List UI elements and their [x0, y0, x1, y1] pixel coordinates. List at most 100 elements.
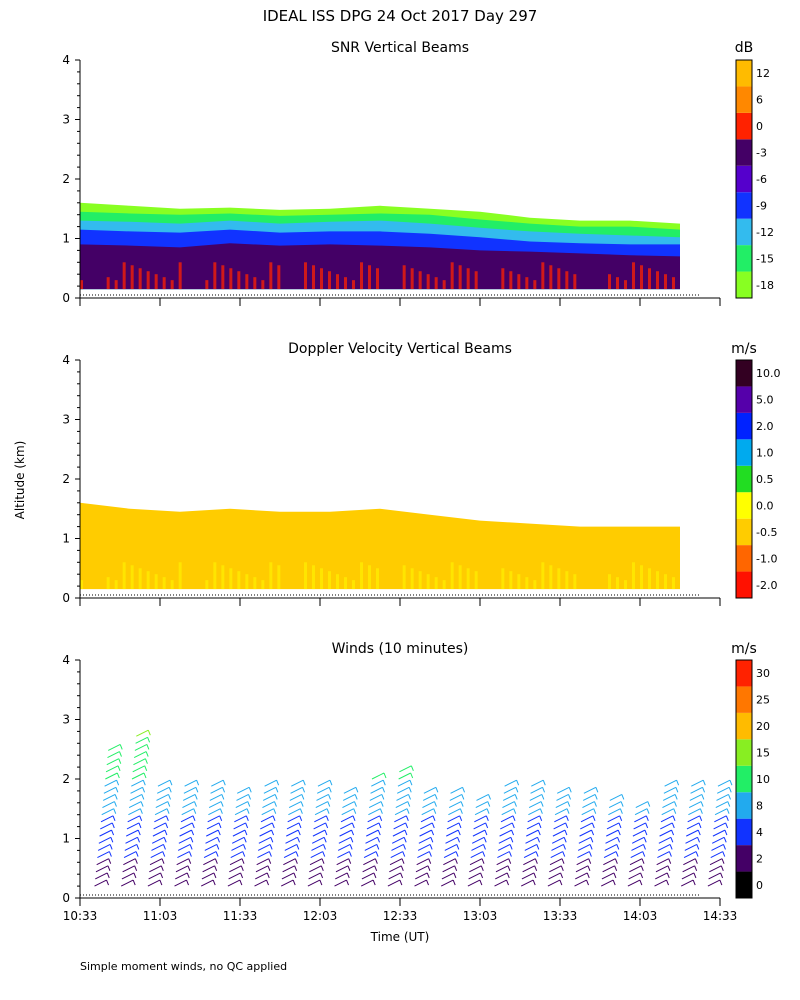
wind-barb: [338, 836, 352, 844]
wind-barb-flag: [512, 815, 516, 822]
x-tick-label: 11:33: [223, 909, 258, 923]
colorbar-label: 0.5: [756, 473, 774, 486]
wind-barb-flag: [147, 737, 151, 743]
wind-barb: [371, 772, 385, 780]
panel-title: SNR Vertical Beams: [331, 40, 469, 56]
wind-barb-flag: [377, 837, 380, 843]
wind-barb-flag: [240, 872, 244, 879]
wind-barb: [548, 872, 561, 880]
wind-barb: [529, 793, 543, 801]
wind-barb: [471, 836, 485, 844]
wind-barb: [227, 879, 241, 887]
field-streak: [138, 568, 142, 590]
wind-barb: [130, 786, 143, 794]
wind-barb: [368, 801, 382, 809]
wind-barb-flag: [381, 794, 385, 800]
wind-barb-flag: [645, 822, 649, 829]
wind-barb: [153, 822, 166, 830]
wind-barb: [603, 858, 616, 866]
wind-barb: [448, 808, 461, 816]
wind-barb: [657, 851, 670, 858]
wind-barb: [576, 858, 589, 866]
wind-barb: [150, 851, 163, 858]
field-streak: [253, 277, 257, 290]
wind-barb-flag: [723, 844, 726, 850]
colorbar-segment: [736, 112, 752, 140]
wind-barb-flag: [699, 808, 703, 814]
wind-barb-flag: [112, 815, 116, 822]
wind-barb: [683, 858, 696, 866]
wind-barb-flag: [410, 772, 414, 779]
field-streak: [541, 562, 545, 590]
colorbar-label: 15: [756, 747, 770, 760]
field-streak: [466, 268, 470, 290]
wind-barb: [234, 815, 247, 823]
wind-barb: [575, 872, 588, 880]
wind-barb: [155, 801, 169, 809]
wind-barb: [106, 758, 119, 766]
wind-barb: [709, 858, 723, 866]
wind-barb: [181, 808, 194, 816]
wind-barb-flag: [134, 865, 138, 872]
wind-barb: [577, 843, 591, 851]
wind-barb: [127, 815, 140, 823]
wind-barb: [603, 851, 617, 858]
wind-barb-flag: [353, 808, 357, 814]
wind-barb-flag: [297, 837, 300, 843]
wind-barb-flag: [302, 779, 306, 786]
field-streak: [656, 271, 659, 290]
colorbar-segment: [736, 792, 752, 819]
wind-barb-flag: [586, 872, 590, 879]
wind-barb: [309, 858, 323, 866]
wind-barb-flag: [621, 794, 625, 800]
wind-barb-flag: [540, 801, 544, 807]
wind-barb-flag: [222, 787, 226, 793]
wind-barb: [208, 801, 222, 809]
wind-barb: [496, 858, 509, 866]
colorbar-unit: dB: [735, 40, 754, 56]
field-streak: [458, 265, 462, 290]
wind-barb: [389, 858, 403, 866]
field-streak: [360, 262, 363, 290]
wind-barb: [583, 786, 597, 794]
wind-barb-flag: [724, 829, 728, 836]
colorbar-segment: [736, 139, 752, 166]
wind-barb-flag: [404, 829, 408, 836]
wind-barb: [711, 836, 725, 844]
wind-barb: [655, 865, 669, 873]
wind-barb-flag: [508, 858, 512, 864]
panel-1: SNR Vertical Beams01234-18-15-12-9-6-306…: [62, 40, 774, 306]
wind-barb-flag: [723, 837, 727, 843]
wind-barb: [230, 851, 243, 858]
wind-barb-flag: [266, 872, 270, 879]
wind-barb-flag: [400, 865, 404, 872]
wind-barb-flag: [617, 837, 620, 843]
x-tick-label: 10:33: [63, 909, 98, 923]
wind-barb-flag: [159, 879, 163, 886]
colorbar-segment: [736, 739, 752, 766]
field-streak: [533, 280, 537, 290]
wind-barb: [660, 815, 674, 823]
field-streak: [253, 577, 257, 590]
wind-barb: [125, 836, 138, 844]
wind-barb: [717, 779, 731, 787]
wind-barb-flag: [242, 851, 246, 857]
colorbar-segment: [736, 818, 752, 846]
wind-barb: [342, 793, 356, 801]
wind-barb: [255, 865, 269, 873]
wind-barb: [440, 879, 454, 887]
wind-barb-flag: [700, 801, 704, 807]
wind-barb-flag: [488, 794, 491, 800]
wind-barb-flag: [479, 879, 483, 886]
field-streak: [368, 265, 371, 290]
wind-barb: [314, 808, 328, 816]
wind-barb: [707, 879, 721, 887]
field-streak: [672, 277, 675, 290]
wind-barb-flag: [327, 801, 331, 807]
wind-barb: [177, 851, 190, 858]
wind-barb-flag: [697, 829, 701, 836]
wind-barb-flag: [137, 837, 140, 843]
wind-barb-flag: [213, 872, 217, 879]
wind-barb-flag: [137, 829, 141, 836]
field-streak: [664, 574, 667, 590]
